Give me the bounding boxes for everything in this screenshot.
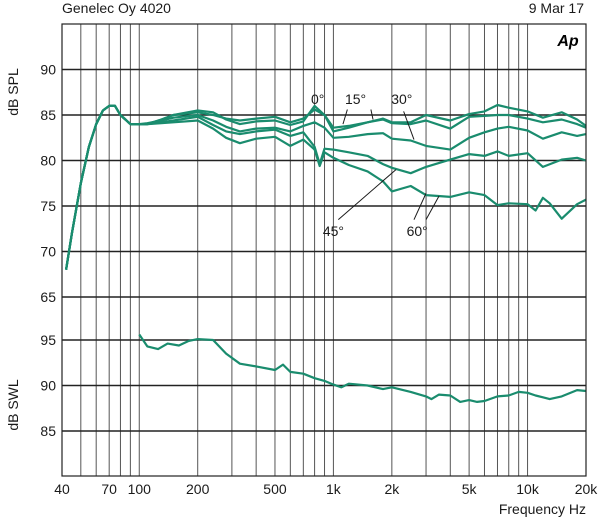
- leader-line: [413, 193, 427, 220]
- x-tick-label: 70: [101, 481, 117, 497]
- spl-axis-label: dB SPL: [5, 68, 21, 116]
- x-tick-label: 2k: [384, 481, 400, 497]
- label-layer: 0° 15° 30° 45° 60°: [311, 91, 440, 239]
- angle-label: 30°: [391, 91, 412, 107]
- chart-date: 9 Mar 17: [528, 0, 584, 16]
- angle-label: 0°: [311, 91, 324, 107]
- x-tick-label: 20k: [575, 481, 599, 497]
- leader-line: [337, 169, 397, 221]
- swl-axis-label: dB SWL: [5, 379, 21, 431]
- swl-tick-label: 85: [40, 423, 56, 439]
- x-tick-label: 5k: [462, 481, 478, 497]
- leader-line: [425, 195, 440, 220]
- leader-line: [370, 109, 374, 120]
- spl-tick-label: 85: [40, 107, 56, 123]
- swl-tick-label: 90: [40, 378, 56, 394]
- spl-tick-label: 75: [40, 198, 56, 214]
- x-axis-label: Frequency Hz: [499, 501, 586, 517]
- x-tick-label: 1k: [326, 481, 342, 497]
- spl-tick-label: 70: [40, 244, 56, 260]
- swl-series-line: [138, 333, 587, 403]
- ap-logo: Ap: [556, 33, 579, 50]
- plot-frame: [61, 23, 587, 477]
- spl-series-line: [65, 104, 587, 270]
- spl-tick-label: 65: [40, 289, 56, 305]
- chart-title: Genelec Oy 4020: [62, 0, 171, 16]
- x-tick-label: 10k: [516, 481, 540, 497]
- angle-label: 45°: [323, 223, 344, 239]
- x-tick-label: 200: [186, 481, 210, 497]
- x-tick-label: 500: [263, 481, 287, 497]
- swl-tick-label: 95: [40, 332, 56, 348]
- x-tick-label: 40: [54, 481, 70, 497]
- angle-label: 60°: [407, 223, 428, 239]
- leader-line: [342, 109, 348, 125]
- spl-tick-label: 80: [40, 153, 56, 169]
- leader-line: [403, 111, 415, 140]
- angle-label: 15°: [345, 91, 366, 107]
- spl-series-line: [65, 104, 587, 270]
- x-tick-label: 100: [128, 481, 152, 497]
- series-layer: [65, 103, 587, 403]
- spl-tick-label: 90: [40, 62, 56, 78]
